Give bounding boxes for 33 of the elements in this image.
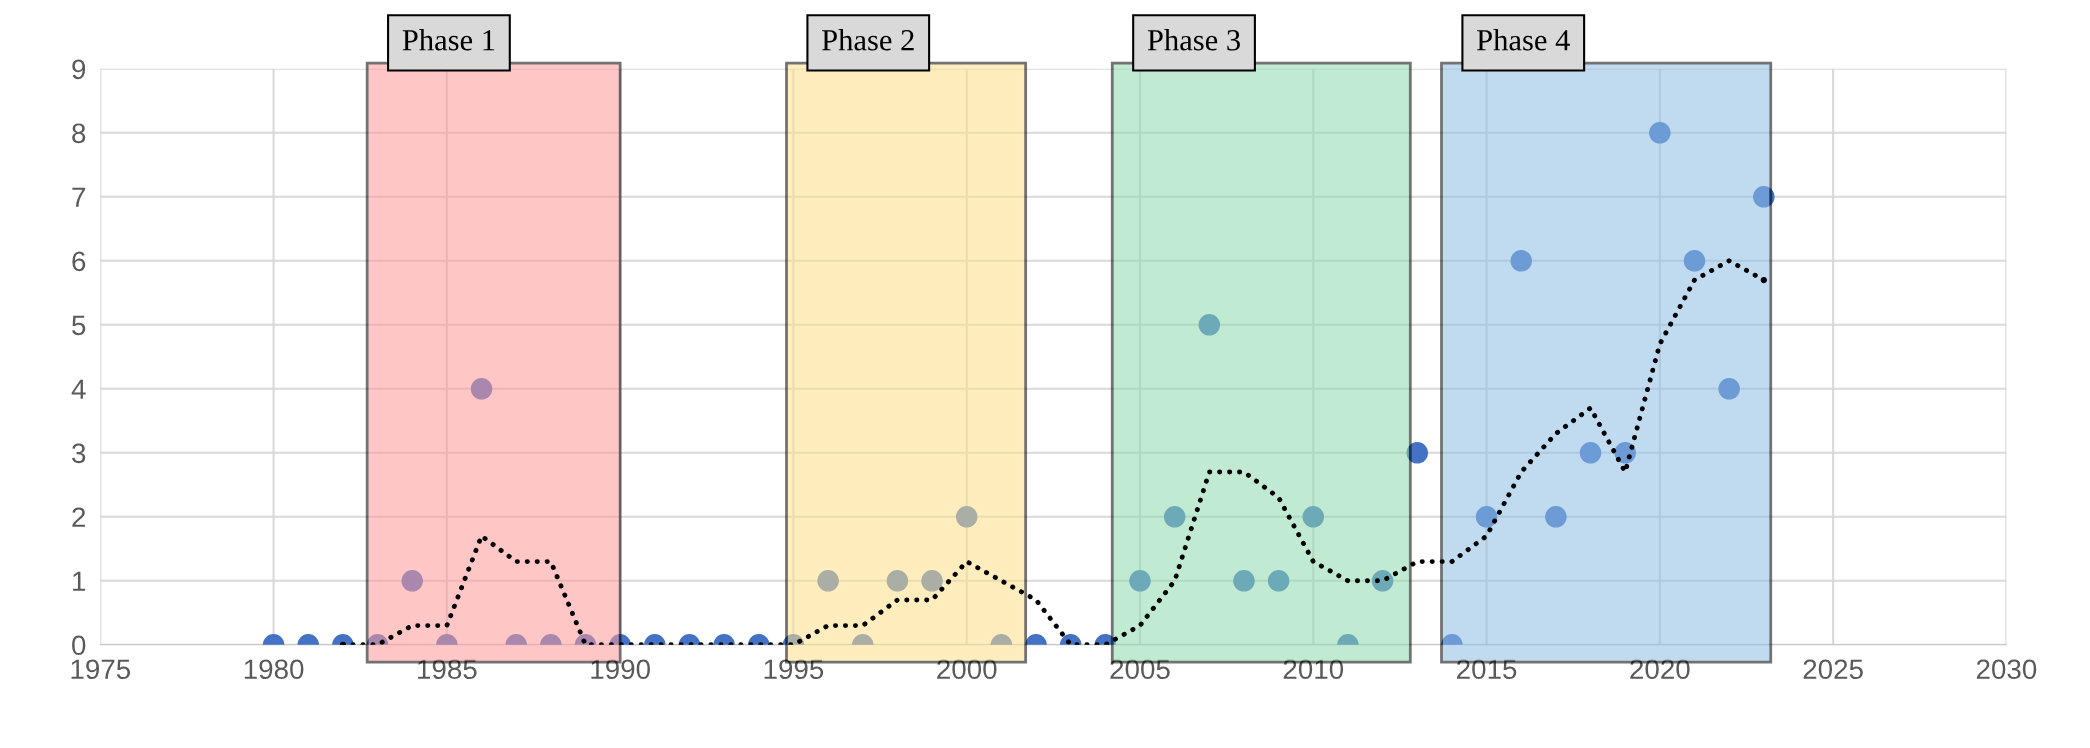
band-label: Phase 2 xyxy=(822,29,914,51)
x-tick-label: 1995 xyxy=(764,659,824,680)
point xyxy=(1683,250,1706,272)
x-tick-label: 2000 xyxy=(937,659,997,680)
point xyxy=(1510,250,1532,272)
x-tick-label: 1985 xyxy=(418,659,477,680)
y-tick-label: 1 xyxy=(73,571,86,591)
point xyxy=(1718,378,1740,400)
x-tick-label: 2005 xyxy=(1110,659,1170,680)
x-tick-label: 2015 xyxy=(1457,659,1517,680)
y-tick-label: 7 xyxy=(72,187,86,207)
band-label: Phase 3 xyxy=(1147,29,1240,51)
y-tick-label: 5 xyxy=(72,315,86,336)
x-tick-label: 2030 xyxy=(1976,659,2037,680)
x-tick-label: 2010 xyxy=(1283,659,1344,680)
band-label: Phase 1 xyxy=(402,29,495,51)
y-tick-label: 9 xyxy=(72,59,86,80)
x-tick-label: 1990 xyxy=(591,659,650,680)
y-tick-label: 6 xyxy=(72,251,86,272)
point xyxy=(1753,186,1775,208)
point xyxy=(1760,276,1767,284)
point xyxy=(470,378,493,400)
y-tick-label: 8 xyxy=(72,123,86,144)
y-tick-label: 4 xyxy=(71,379,86,399)
x-tick-label: 2020 xyxy=(1630,659,1690,680)
y-tick-label: 2 xyxy=(72,507,86,527)
band-label: Phase 4 xyxy=(1477,29,1570,51)
y-tick-label: 3 xyxy=(72,443,86,464)
x-tick-label: 1980 xyxy=(244,659,304,680)
point xyxy=(1198,314,1221,336)
x-tick-label: 2025 xyxy=(1803,659,1863,680)
y-tick-label: 0 xyxy=(72,635,86,656)
x-tick-label: 1975 xyxy=(71,659,131,680)
